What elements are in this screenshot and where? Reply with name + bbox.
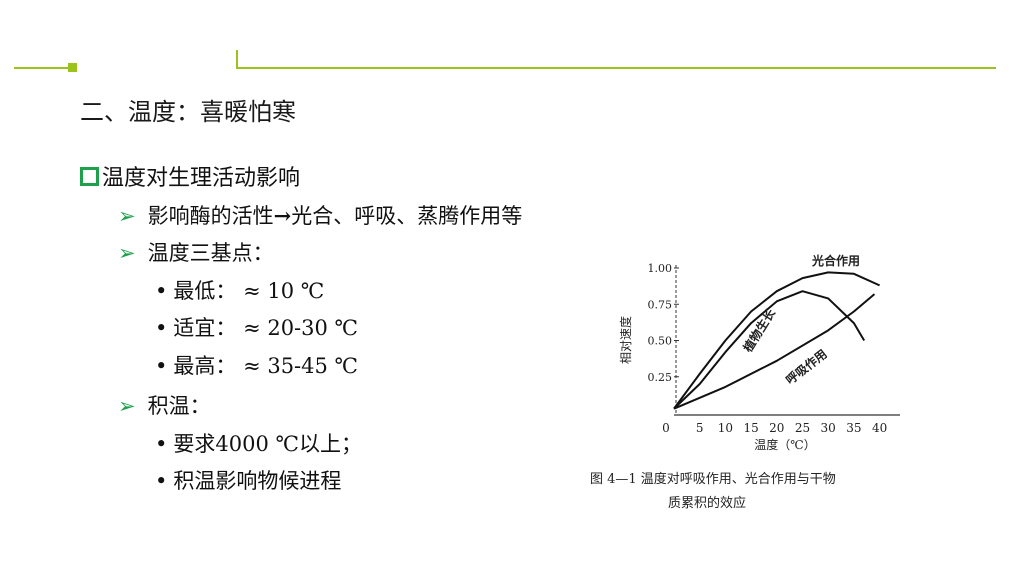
- x-axis-label: 温度（℃）: [754, 437, 815, 452]
- x-tick-label: 30: [821, 421, 836, 435]
- square-bullet-icon: [80, 167, 99, 186]
- decor-line-left: [14, 67, 70, 69]
- dot-bullet-icon: •: [155, 432, 168, 456]
- x-tick-label: 0: [662, 421, 670, 435]
- decor-square: [68, 63, 77, 72]
- y-axis-label: 相对速度: [618, 316, 633, 364]
- section-heading: 温度对生理活动影响: [80, 160, 300, 192]
- item-text: 温度三基点：: [147, 241, 274, 265]
- arrow-icon: →: [273, 203, 292, 228]
- list-item: • 要求4000 ℃以上；: [155, 428, 362, 458]
- arrow-bullet-icon: ➢: [118, 241, 136, 265]
- x-tick-label: 10: [718, 421, 733, 435]
- item-text: 要求4000 ℃以上；: [173, 432, 363, 456]
- decor-line-right-h: [236, 67, 996, 69]
- series-line-1: [673, 290, 866, 410]
- slide-title: 二、温度：喜暖怕寒: [80, 98, 296, 126]
- decor-line-right: [236, 50, 238, 69]
- list-item: • 最低： ≈ 10 ℃: [155, 275, 324, 305]
- list-item: ➢ 积温：: [118, 390, 211, 420]
- x-tick-label: 15: [743, 421, 758, 435]
- list-item: ➢ 温度三基点：: [118, 237, 274, 267]
- x-tick-label: 20: [769, 421, 784, 435]
- arrow-bullet-icon: ➢: [118, 204, 136, 228]
- heading-text: 温度对生理活动影响: [102, 166, 301, 191]
- y-tick-label: 0.50: [648, 335, 673, 348]
- x-tick-label: 40: [872, 421, 887, 435]
- dot-bullet-icon: •: [155, 316, 168, 340]
- chart-figure: 0 5 10 15 20 25 30 35 40 0.25 0.50 0.75 1.00 相对速度温度（℃…: [590, 253, 900, 511]
- list-item: • 最高： ≈ 35-45 ℃: [155, 350, 358, 380]
- item-text: 最高： ≈ 35-45 ℃: [173, 354, 359, 378]
- series-line-2: [673, 293, 876, 410]
- arrow-bullet-icon: ➢: [118, 394, 136, 418]
- list-item: • 积温影响物候进程: [155, 465, 341, 495]
- y-tick-label: 0.75: [648, 298, 673, 311]
- item-text: 积温影响物候进程: [173, 469, 342, 493]
- y-tick-label: 0.25: [648, 371, 673, 384]
- series-label: 光合作用: [811, 253, 860, 268]
- x-tick-label: 5: [696, 421, 704, 435]
- item-text: 最低： ≈ 10 ℃: [173, 279, 325, 303]
- dot-bullet-icon: •: [155, 469, 168, 493]
- item-text: 积温：: [147, 394, 211, 418]
- item-text: 影响酶的活性: [147, 204, 274, 228]
- x-tick-label: 25: [795, 421, 810, 435]
- figure-caption-line2: 质累积的效应: [668, 495, 746, 511]
- item-text-2: 光合、呼吸、蒸腾作用等: [291, 204, 523, 228]
- figure-caption-line1: 图 4—1 温度对呼吸作用、光合作用与干物: [590, 471, 836, 487]
- list-item: • 适宜： ≈ 20-30 ℃: [155, 312, 358, 342]
- dot-bullet-icon: •: [155, 354, 168, 378]
- x-tick-label: 35: [846, 421, 861, 435]
- dot-bullet-icon: •: [155, 279, 168, 303]
- y-tick-label: 1.00: [648, 262, 673, 275]
- item-text: 适宜： ≈ 20-30 ℃: [173, 316, 359, 340]
- series-line-0: [673, 271, 881, 410]
- list-item: ➢ 影响酶的活性→光合、呼吸、蒸腾作用等: [118, 200, 522, 230]
